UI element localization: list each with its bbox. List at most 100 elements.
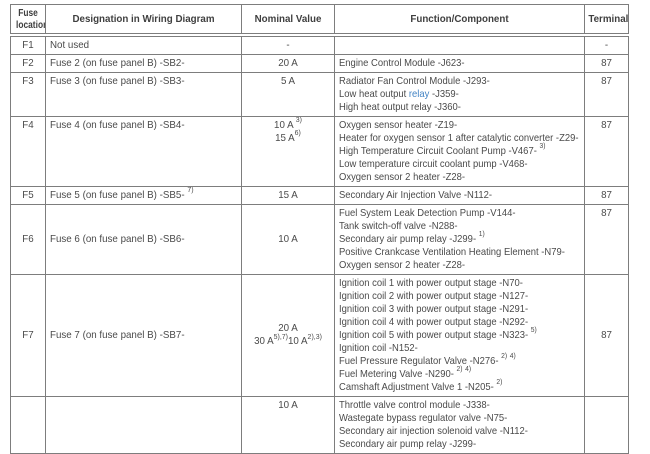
text-line: F5: [22, 188, 34, 201]
text-line: Fuel System Leak Detection Pump -V144-: [339, 206, 516, 219]
table-row: 10 A Throttle valve control module -J338-…: [10, 395, 629, 454]
cell-terminal: 87: [584, 53, 629, 73]
text-line: 15 A: [278, 188, 298, 201]
cell-terminal: [584, 395, 629, 454]
footnote-superscript: 3): [539, 141, 546, 150]
table-row: F5 Fuse 5 (on fuse panel B) -SB5- 7) 15 A S…: [10, 185, 629, 205]
text-line: Fuse 2 (on fuse panel B) -SB2-: [50, 56, 185, 69]
cell-designation: Fuse 4 (on fuse panel B) -SB4-: [45, 115, 242, 187]
text-line: 5 A: [280, 74, 296, 87]
text-line: Fuse 3 (on fuse panel B) -SB3-: [50, 74, 185, 87]
cell-terminal: 87: [584, 115, 629, 187]
cell-designation: [45, 395, 242, 454]
footnote-superscript: 2): [496, 377, 503, 386]
text-line: Wastegate bypass regulator valve -N75-: [339, 411, 508, 424]
text-line: Ignition coil -N152-: [339, 341, 418, 354]
cell-function: Engine Control Module -J623-: [334, 53, 585, 73]
text-line: Not used: [50, 38, 90, 51]
text-line: Fuel Pressure Regulator Valve -N276- 2) …: [339, 351, 516, 367]
text-line: Tank switch-off valve -N288-: [339, 219, 458, 232]
text-line: -: [604, 38, 609, 51]
footnote-superscript: 4): [509, 351, 516, 360]
text-line: Radiator Fan Control Module -J293-: [339, 74, 490, 87]
text-line: Engine Control Module -J623-: [339, 56, 465, 69]
text-line: High heat output relay -J360-: [339, 100, 461, 113]
text-line: Ignition coil 4 with power output stage …: [339, 315, 529, 328]
text-line: Oxygen sensor 2 heater -Z28-: [339, 170, 466, 183]
cell-fuse-location: F7: [10, 273, 46, 397]
text-line: 87: [601, 118, 612, 131]
cell-designation: Fuse 3 (on fuse panel B) -SB3-: [45, 71, 242, 117]
text-line: Oxygen sensor heater -Z19-: [339, 118, 458, 131]
text-line: Fuel Metering Valve -N290- 2) 4): [339, 364, 472, 380]
footnote-superscript: 2): [501, 351, 508, 360]
column-header-nominal-value: Nominal Value: [241, 4, 335, 37]
text-line: Fuse 4 (on fuse panel B) -SB4-: [50, 118, 185, 131]
cell-terminal: -: [584, 34, 629, 55]
cell-function: Secondary Air Injection Valve -N112-: [334, 185, 585, 205]
cell-fuse-location: F5: [10, 185, 46, 205]
text-line: Fuse 6 (on fuse panel B) -SB6-: [50, 232, 185, 245]
footnote-superscript: 3): [295, 116, 302, 124]
cell-function: [334, 34, 585, 55]
text-line: 87: [601, 206, 612, 219]
text-line: Secondary air pump relay -J299- 1): [339, 229, 485, 245]
text-line: 10 A: [278, 398, 298, 411]
text-line: Camshaft Adjustment Valve 1 -N205- 2): [339, 377, 503, 393]
fuse-table-container: Fuse location Designation in Wiring Diag…: [10, 4, 629, 454]
footnote-superscript: 2): [456, 364, 463, 373]
cell-fuse-location: F3: [10, 71, 46, 117]
table-row: F7 Fuse 7 (on fuse panel B) -SB7- 20 A 30 A…: [10, 273, 629, 397]
column-header-fuse-location: Fuse location: [10, 4, 46, 37]
table-row: F2 Fuse 2 (on fuse panel B) -SB2- 20 A Engi…: [10, 53, 629, 73]
text-line: 87: [601, 188, 612, 201]
cell-fuse-location: F4: [10, 115, 46, 187]
cell-nominal-value: 5 A: [241, 71, 335, 117]
fuse-table: Fuse location Designation in Wiring Diag…: [10, 4, 629, 454]
cell-designation: Not used: [45, 34, 242, 55]
cell-terminal: 87: [584, 71, 629, 117]
text-line: 10 A: [278, 232, 298, 245]
cell-function: Oxygen sensor heater -Z19- Heater for oxy…: [334, 115, 585, 187]
cell-nominal-value: 10 A: [241, 395, 335, 454]
text-line: High Temperature Circuit Coolant Pump -V…: [339, 141, 546, 157]
cell-function: Fuel System Leak Detection Pump -V144- Ta…: [334, 203, 585, 275]
footnote-superscript: 6): [294, 128, 301, 137]
text-line: Ignition coil 1 with power output stage …: [339, 276, 523, 289]
text-line: Heater for oxygen sensor 1 after catalyt…: [339, 131, 579, 144]
text-line: 10 A 3): [274, 116, 302, 131]
text-line: 30 A5),7)10 A2),3): [254, 331, 322, 347]
text-line: F1: [22, 38, 34, 51]
text-line: 87: [601, 328, 612, 341]
cell-designation: Fuse 5 (on fuse panel B) -SB5- 7): [45, 185, 242, 205]
text-line: Oxygen sensor 2 heater -Z28-: [339, 258, 466, 271]
text-line: Low temperature circuit coolant pump -V4…: [339, 157, 528, 170]
text-line: F2: [22, 56, 34, 69]
cell-nominal-value: 10 A: [241, 203, 335, 275]
cell-designation: Fuse 6 (on fuse panel B) -SB6-: [45, 203, 242, 275]
text-line: Fuse 5 (on fuse panel B) -SB5- 7): [50, 186, 194, 201]
cell-function: Ignition coil 1 with power output stage …: [334, 273, 585, 397]
cell-designation: Fuse 2 (on fuse panel B) -SB2-: [45, 53, 242, 73]
column-header-terminal: Terminal: [584, 4, 629, 37]
fuse-table-body: F1 Not used - - F2 Fuse 2 (on fuse panel B) -…: [10, 34, 629, 454]
text-line: Secondary air pump relay -J299-: [339, 437, 477, 450]
table-row: F6 Fuse 6 (on fuse panel B) -SB6- 10 A Fuel…: [10, 203, 629, 275]
text-line: Low heat output relay -J359-: [339, 87, 459, 100]
text-line: Secondary Air Injection Valve -N112-: [339, 188, 493, 201]
cell-nominal-value: 20 A 30 A5),7)10 A2),3): [241, 273, 335, 397]
footnote-superscript: 1): [478, 229, 485, 238]
footnote-superscript: 7): [187, 186, 194, 194]
cell-designation: Fuse 7 (on fuse panel B) -SB7-: [45, 273, 242, 397]
footnote-superscript: 4): [465, 364, 472, 373]
text-line: Positive Crankcase Ventilation Heating E…: [339, 245, 565, 258]
footnote-superscript: 5): [530, 325, 537, 334]
cell-fuse-location: F6: [10, 203, 46, 275]
footnote-superscript: 2),3): [307, 331, 322, 341]
text-line: 20 A: [278, 56, 298, 69]
text-line: F6: [22, 232, 34, 245]
text-line: -: [286, 38, 290, 51]
text-line: Secondary air injection solenoid valve -…: [339, 424, 528, 437]
relay-link[interactable]: relay: [408, 87, 430, 100]
fuse-table-header: Fuse location Designation in Wiring Diag…: [10, 4, 629, 37]
